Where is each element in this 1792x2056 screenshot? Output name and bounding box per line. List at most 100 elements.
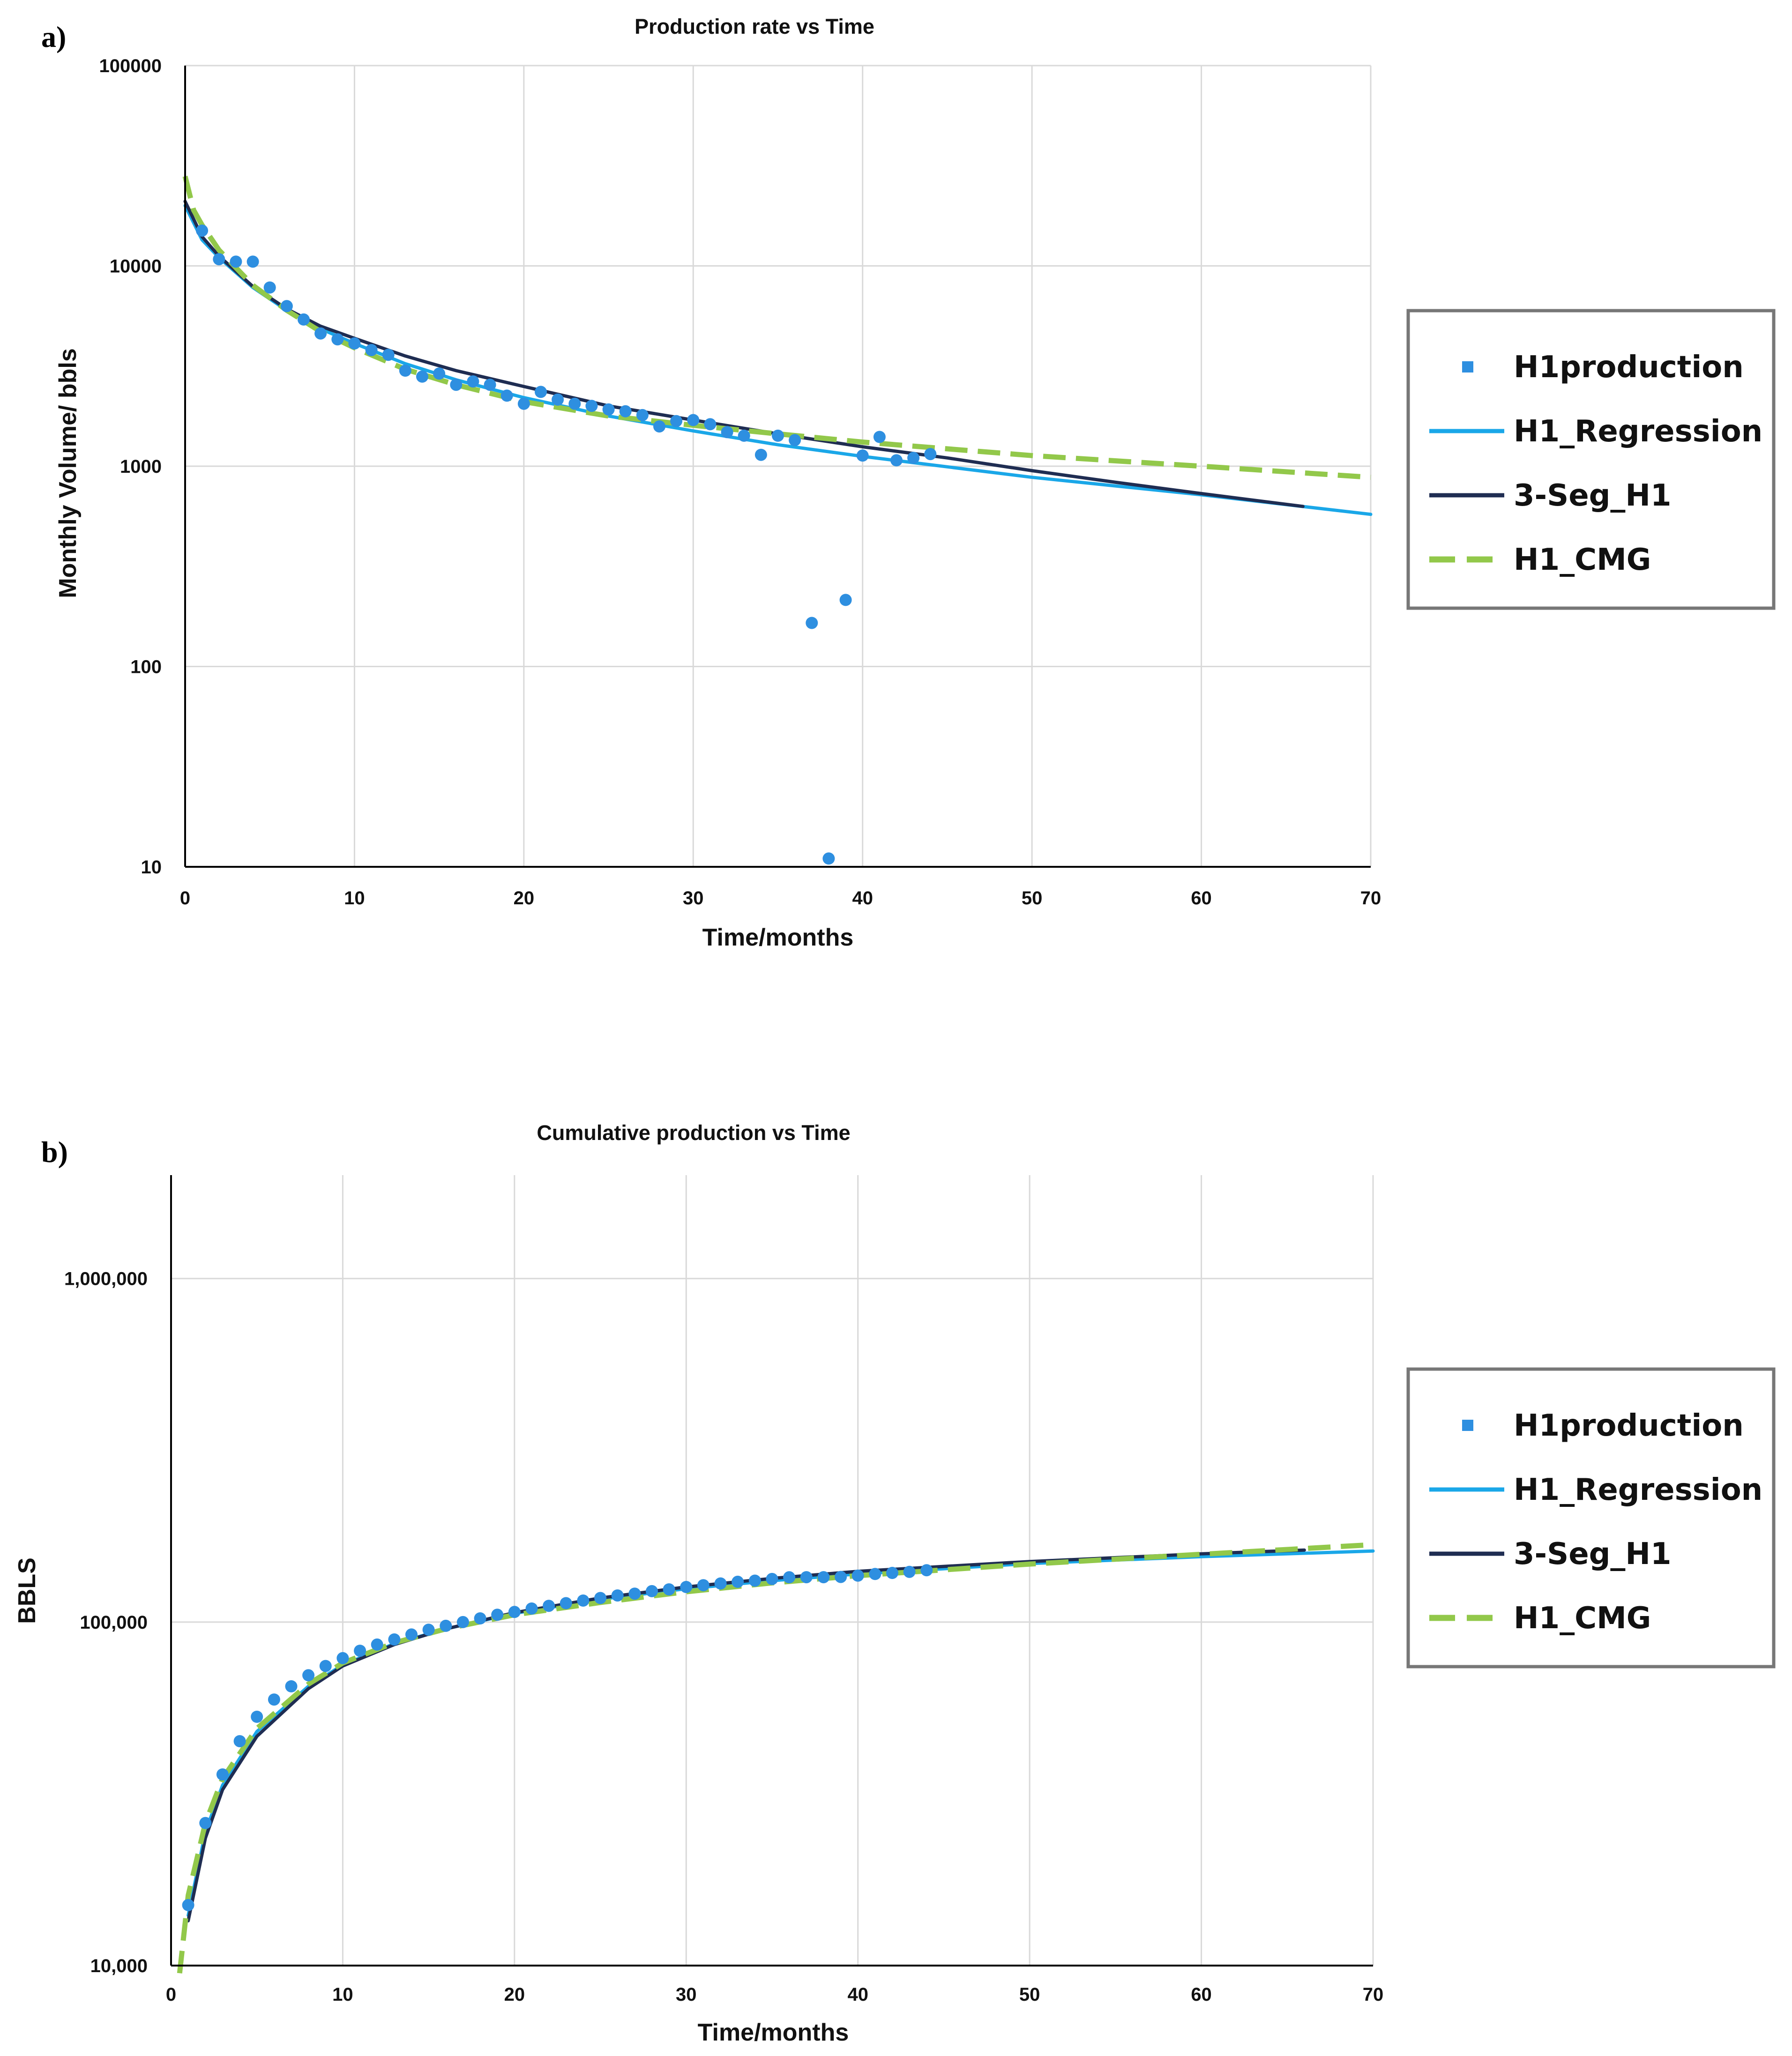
data-point xyxy=(924,448,937,461)
data-point xyxy=(467,375,479,388)
data-point xyxy=(331,333,344,346)
series-a xyxy=(182,175,1373,865)
data-point xyxy=(535,386,547,398)
data-point xyxy=(602,403,615,416)
data-point xyxy=(182,1899,194,1911)
chart-b: b) Cumulative production vs Time 0 10 20 30… xyxy=(14,1121,1776,2046)
legend-label: 3-Seg_H1 xyxy=(1514,1537,1672,1572)
data-point xyxy=(903,1565,916,1578)
data-point xyxy=(856,449,869,462)
x-tick-label: 40 xyxy=(852,888,873,909)
y-tick-label: 10,000 xyxy=(90,1956,148,1976)
x-tick-label: 50 xyxy=(1019,1984,1040,2005)
x-axis-title-b: Time/months xyxy=(698,2019,849,2046)
data-point xyxy=(806,617,818,629)
data-point xyxy=(594,1592,607,1604)
legend-a: H1production H1_Regression 3-Seg_H1 H1_CMG xyxy=(1406,309,1776,610)
x-tick-label: 30 xyxy=(683,888,704,909)
data-point xyxy=(748,1574,761,1587)
legend-label: H1_CMG xyxy=(1514,543,1651,577)
x-tick-label: 70 xyxy=(1360,888,1381,909)
y-tick-label: 10 xyxy=(141,857,162,878)
legend-box-b xyxy=(1406,1367,1776,1669)
data-point xyxy=(636,409,649,421)
y-tick-label: 100 xyxy=(130,657,162,678)
data-point xyxy=(416,370,428,383)
legend-label: H1_Regression xyxy=(1514,1473,1762,1507)
x-tick-label: 10 xyxy=(332,1984,353,2005)
x-tick-label: 60 xyxy=(1191,888,1212,909)
data-point xyxy=(508,1606,521,1618)
data-point xyxy=(754,448,767,461)
data-point xyxy=(890,454,903,467)
legend-b: H1production H1_Regression 3-Seg_H1 H1_CMG xyxy=(1406,1367,1776,1669)
grid-a xyxy=(185,65,1372,867)
data-point xyxy=(772,429,784,442)
data-point xyxy=(213,253,225,266)
data-point xyxy=(525,1602,538,1615)
data-point xyxy=(687,414,700,426)
y-tick-label: 1000 xyxy=(120,456,162,477)
data-point xyxy=(568,397,581,410)
data-point xyxy=(822,852,835,865)
data-point xyxy=(907,452,920,464)
data-point xyxy=(474,1612,486,1624)
panel-label-a: a) xyxy=(41,20,66,53)
data-point xyxy=(382,349,395,361)
y-tick-label: 100000 xyxy=(99,56,162,76)
data-point xyxy=(450,379,463,391)
data-point xyxy=(869,1568,881,1580)
x-tick-label: 20 xyxy=(514,888,535,909)
data-point xyxy=(766,1572,778,1585)
series-b xyxy=(177,1542,1375,1974)
data-point xyxy=(653,420,665,433)
legend-marker-h1production xyxy=(1462,1420,1473,1431)
data-point xyxy=(873,431,886,443)
data-point xyxy=(298,313,310,326)
data-point xyxy=(440,1619,452,1632)
x-tick-label: 0 xyxy=(166,1984,176,2005)
chart-title-b: Cumulative production vs Time xyxy=(537,1121,850,1145)
data-point xyxy=(543,1600,555,1612)
x-tick-label: 0 xyxy=(180,888,190,909)
data-point xyxy=(851,1569,864,1582)
data-point xyxy=(246,255,259,268)
data-point xyxy=(670,415,683,427)
data-point xyxy=(817,1571,830,1584)
data-point xyxy=(354,1645,366,1657)
data-point xyxy=(399,365,411,377)
data-point xyxy=(714,1577,727,1590)
data-point xyxy=(628,1587,641,1600)
data-point xyxy=(886,1567,898,1579)
y-axis-title-a: Monthly Volume/ bbls xyxy=(54,348,82,598)
series-line-3-seg-h1 xyxy=(183,200,1305,508)
data-point xyxy=(196,224,209,237)
data-point xyxy=(268,1693,280,1706)
data-point xyxy=(216,1768,229,1781)
data-point xyxy=(319,1660,332,1672)
data-point xyxy=(619,405,632,417)
x-tick-label: 30 xyxy=(676,1984,697,2005)
legend-marker-h1production xyxy=(1462,361,1473,372)
data-point xyxy=(456,1616,469,1628)
x-tick-label: 20 xyxy=(504,1984,525,2005)
data-point xyxy=(585,400,598,412)
legend-label: H1production xyxy=(1514,1408,1744,1443)
data-point xyxy=(789,434,801,447)
x-tick-label: 70 xyxy=(1363,1984,1384,2005)
legend-label: H1_Regression xyxy=(1514,414,1762,449)
data-point xyxy=(280,300,293,313)
data-point xyxy=(365,344,378,357)
data-point xyxy=(348,337,361,350)
data-point xyxy=(680,1581,693,1593)
data-point xyxy=(500,389,513,402)
data-point xyxy=(491,1609,504,1621)
data-point xyxy=(835,1571,847,1583)
y-tick-label: 10000 xyxy=(110,256,162,277)
data-point xyxy=(422,1624,435,1636)
legend-label: H1_CMG xyxy=(1514,1601,1651,1636)
data-point xyxy=(517,397,530,410)
legend-label: 3-Seg_H1 xyxy=(1514,478,1672,513)
data-point xyxy=(552,393,564,406)
